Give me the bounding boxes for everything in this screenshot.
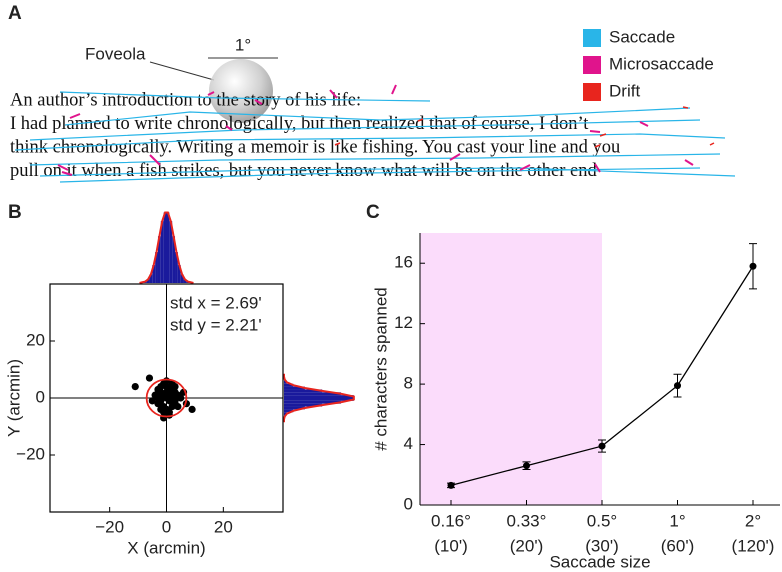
y-tick-label: 0 — [404, 494, 413, 513]
histogram-fit — [139, 211, 194, 284]
legend-label: Drift — [609, 81, 640, 100]
data-point — [598, 442, 606, 450]
legend-swatch — [583, 83, 601, 101]
legend-label: Microsaccade — [609, 54, 714, 73]
text-line: pull on it when a fish strikes, but you … — [10, 161, 598, 181]
foveola — [209, 59, 273, 123]
eye-traces — [14, 84, 736, 183]
line-panel: C 0 4 8 12 16 0.16° (10') 0.33° (20') 0.5° (30') 1° (… — [366, 202, 780, 571]
histogram-bar — [284, 403, 323, 407]
histogram-fit — [283, 373, 355, 423]
histogram-bar — [284, 400, 341, 404]
legend-swatch — [583, 56, 601, 74]
histogram-bar — [155, 252, 158, 283]
data-point — [523, 462, 530, 470]
text-line: think chronologically. Writing a memoir … — [10, 137, 620, 157]
data-point — [674, 382, 681, 390]
x-axis-title: X (arcmin) — [127, 538, 205, 557]
histogram-bar — [180, 274, 184, 283]
x-tick-label: 20 — [214, 517, 233, 536]
histogram-bar — [284, 398, 354, 401]
y-axis-title: Y (arcmin) — [4, 359, 23, 437]
histogram-bar — [284, 395, 354, 398]
y-axis-title: # characters spanned — [371, 287, 390, 451]
scale-label: 1° — [235, 35, 251, 54]
histogram-bar — [284, 383, 294, 387]
histogram-bar — [177, 265, 181, 283]
panel-label: C — [366, 202, 380, 223]
y-tick-label: 12 — [394, 313, 413, 332]
legend: Saccade Microsaccade Drift — [583, 27, 714, 101]
annotation: std x = 2.69' — [170, 293, 262, 312]
scatter-point — [177, 394, 185, 402]
scatter-point — [154, 400, 162, 408]
scatter-point — [162, 377, 171, 385]
x-tick-label: 2° — [745, 511, 761, 530]
legend-swatch — [583, 29, 601, 47]
histogram-bar — [175, 252, 178, 283]
legend-label: Saccade — [609, 27, 675, 46]
x-axis-title: Saccade size — [549, 552, 650, 571]
histogram-bar — [166, 212, 170, 283]
histogram-bar — [284, 380, 287, 384]
scatter-point — [148, 397, 156, 405]
histogram-bar — [284, 412, 287, 416]
x-tick-sublabel: (10') — [434, 536, 467, 555]
x-tick-label: −20 — [95, 517, 124, 536]
x-tick-label: 0.5° — [587, 511, 617, 530]
scatter-point — [188, 405, 196, 413]
scatter-panel: B −20 0 20 −20 0 20 X (arcmin) Y (arcmin) std x =… — [4, 202, 355, 557]
scatter-point — [145, 374, 154, 382]
x-tick-sublabel: (120') — [732, 536, 775, 555]
data-point — [447, 481, 455, 489]
histogram-bar — [160, 221, 164, 283]
histogram-bar — [163, 212, 167, 283]
x-tick-label: 0 — [162, 517, 171, 536]
scatter-point — [131, 383, 139, 391]
foveola-label: Foveola — [85, 44, 146, 63]
scatter-point — [174, 402, 182, 411]
histogram-bar — [149, 274, 153, 283]
histogram-bar — [284, 389, 323, 393]
text-line: An author’s introduction to the story of… — [10, 90, 361, 110]
y-tick-label: −20 — [16, 444, 45, 463]
annotation: std y = 2.21' — [170, 315, 262, 334]
histogram-bar — [157, 236, 161, 283]
x-tick-sublabel: (20') — [510, 536, 543, 555]
histogram-bar — [172, 236, 176, 283]
y-tick-label: 0 — [36, 387, 45, 406]
y-tick-label: 8 — [404, 374, 413, 393]
histogram-bar — [152, 265, 156, 283]
histogram-bar — [284, 406, 305, 410]
scatter-point — [168, 402, 176, 411]
histogram-bar — [183, 279, 187, 283]
histogram-bar — [284, 386, 305, 390]
y-tick-label: 16 — [394, 253, 413, 272]
data-point — [749, 262, 757, 270]
shaded-region — [420, 233, 602, 505]
scatter-point — [157, 405, 165, 413]
y-tick-label: 20 — [26, 330, 45, 349]
x-tick-label: 1° — [669, 511, 685, 530]
histogram-bar — [284, 392, 341, 396]
scatter-point — [171, 383, 179, 391]
panel-label: A — [8, 3, 22, 24]
histogram-bar — [284, 409, 294, 413]
fit-ellipse — [145, 378, 188, 418]
x-tick-sublabel: (30') — [585, 536, 618, 555]
histogram-bar — [146, 279, 150, 283]
x-tick-sublabel: (60') — [661, 536, 694, 555]
histogram-bar — [169, 221, 173, 283]
x-tick-label: 0.33° — [507, 511, 547, 530]
x-tick-label: 0.16° — [431, 511, 471, 530]
foveola-pointer — [149, 61, 215, 81]
y-tick-label: 4 — [404, 434, 413, 453]
scatter-point — [171, 397, 179, 405]
panel-label: B — [8, 202, 22, 223]
scatter-point — [160, 391, 168, 399]
